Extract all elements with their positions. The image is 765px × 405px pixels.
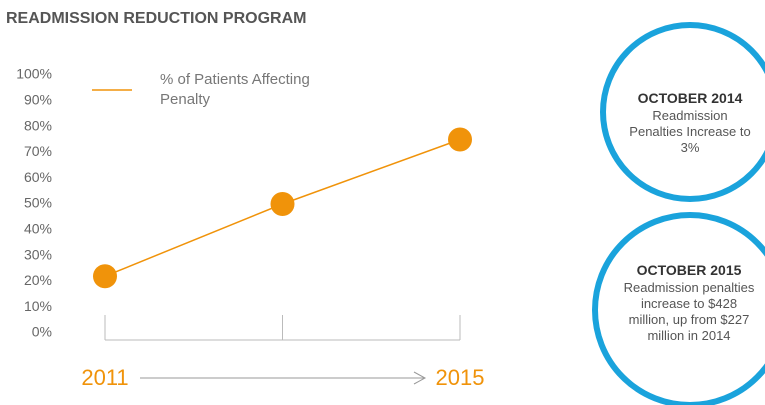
- y-tick-label: 40%: [24, 221, 52, 237]
- y-tick-label: 70%: [24, 143, 52, 159]
- annotation-title: OCTOBER 2014: [637, 90, 743, 106]
- legend-label: % of Patients Affecting Penalty: [160, 71, 310, 108]
- data-point: [448, 127, 472, 152]
- y-tick-label: 90%: [24, 92, 52, 108]
- data-point: [93, 264, 117, 289]
- y-tick-label: 100%: [16, 66, 52, 82]
- annotation: OCTOBER 2015 Readmission penalties increa…: [620, 262, 758, 344]
- y-tick-label: 30%: [24, 246, 52, 262]
- x-tick-label: 2011: [81, 365, 128, 390]
- chart-title: READMISSION REDUCTION PROGRAM: [6, 10, 307, 27]
- y-tick-label: 10%: [24, 298, 52, 314]
- annotation-circle: [600, 22, 765, 202]
- y-tick-label: 80%: [24, 117, 52, 133]
- y-tick-label: 20%: [24, 272, 52, 288]
- annotation-circle: [592, 212, 765, 405]
- legend-swatch: [92, 89, 132, 91]
- annotation: OCTOBER 2014 Readmission Penalties Increa…: [625, 90, 755, 156]
- y-tick-label: 0%: [32, 324, 52, 340]
- y-tick-label: 60%: [24, 169, 52, 185]
- annotation-title: OCTOBER 2015: [636, 262, 742, 278]
- annotation-text: Readmission Penalties Increase to 3%: [629, 108, 751, 155]
- x-tick-label: 2015: [436, 365, 485, 390]
- x-arrow-head: [413, 371, 427, 385]
- annotation-text: Readmission penalties increase to $428 m…: [623, 280, 755, 343]
- y-tick-label: 50%: [24, 195, 52, 211]
- data-point: [270, 192, 295, 216]
